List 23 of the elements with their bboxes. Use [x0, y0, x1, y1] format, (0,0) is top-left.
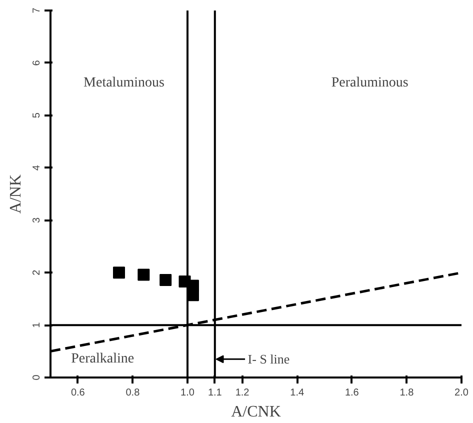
x-tick-label: 1.1 [208, 388, 222, 398]
x-tick-label: 0.8 [126, 388, 140, 398]
x-tick-label: 1.8 [400, 388, 414, 398]
annotation: Peraluminous [331, 76, 408, 91]
y-axis-title: A/NK [8, 174, 24, 214]
y-tick-label: 5 [32, 112, 42, 118]
y-tick-label: 0 [32, 374, 42, 380]
x-tick-label: 0.6 [70, 388, 86, 398]
y-tick-label: 7 [32, 7, 42, 14]
annotation: Peralkaline [71, 352, 134, 367]
y-tick-label: 6 [32, 60, 42, 66]
x-tick-label: 1.4 [290, 388, 304, 398]
y-tick-label: 1 [32, 322, 42, 328]
annotation: Metaluminous [84, 76, 164, 91]
x-tick-label: 1.0 [180, 388, 195, 398]
x-tick-label: 1.2 [235, 388, 250, 398]
ref-line-label: I- S line [248, 352, 290, 367]
x-tick-label: 2.0 [454, 388, 469, 398]
x-tick-label: 1.6 [344, 388, 360, 398]
y-tick-label: 4 [32, 164, 42, 171]
y-tick-label: 2 [32, 269, 42, 276]
y-tick-label: 3 [32, 216, 42, 223]
x-axis-title: A/CNK [231, 404, 282, 420]
